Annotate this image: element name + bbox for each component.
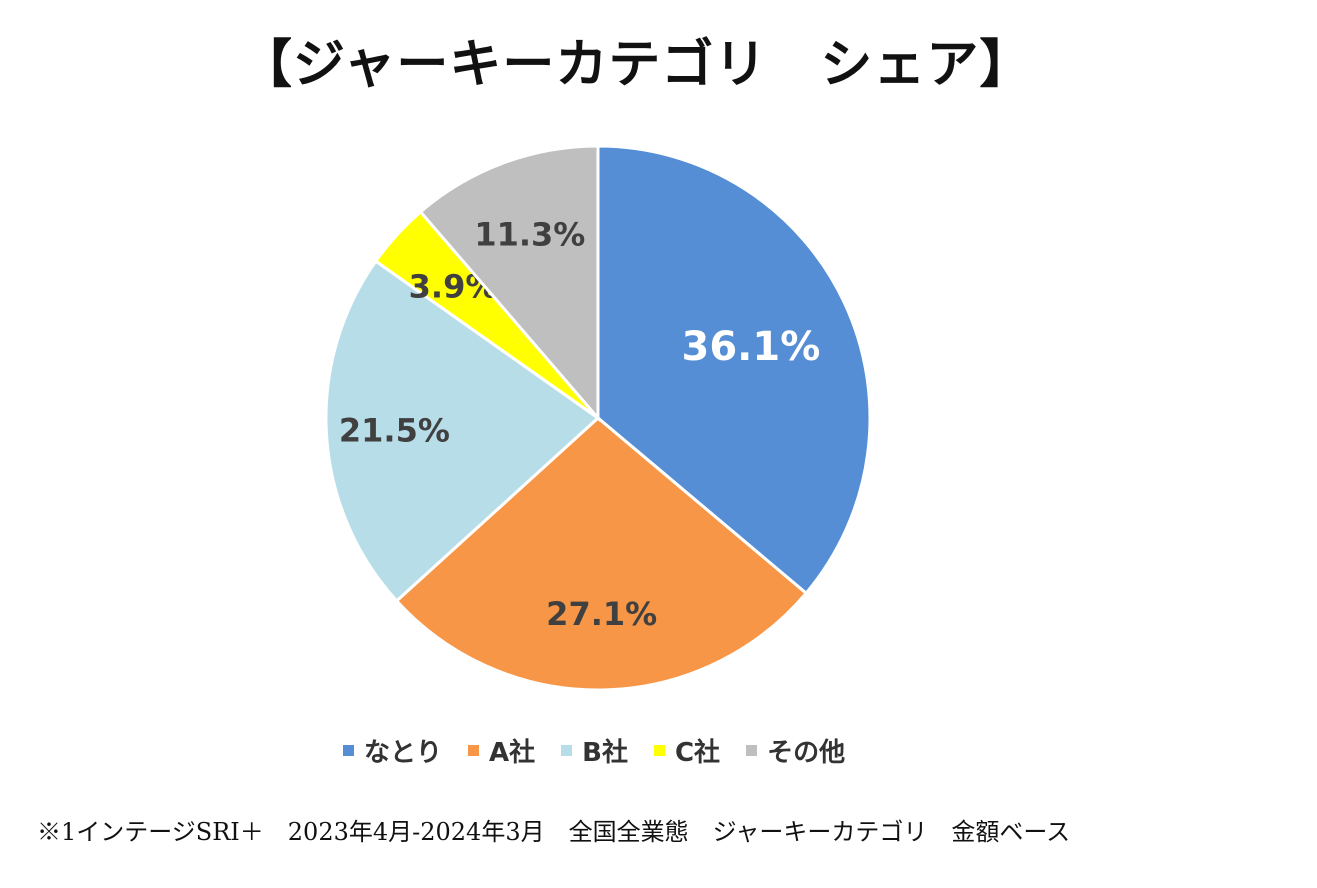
legend-label: A社: [489, 738, 536, 768]
legend-label: なとり: [364, 738, 443, 768]
legend-swatch: [653, 745, 665, 756]
source-footnote: ※1インテージSRI＋ 2023年4月-2024年3月 全国全業態 ジャーキーカ…: [37, 818, 1071, 846]
legend-item-3: B社: [561, 732, 628, 769]
legend-label: その他: [767, 738, 846, 768]
data-label-5: 11.3%: [474, 215, 585, 253]
legend-label: C社: [674, 738, 721, 768]
data-label-2: 27.1%: [546, 595, 657, 633]
legend-swatch: [746, 745, 758, 756]
legend-item-4: C社: [653, 732, 721, 769]
legend: なとり A社 B社 C社 その他: [343, 732, 871, 769]
legend-item-2: A社: [468, 732, 535, 769]
data-label-1: 36.1%: [682, 324, 821, 370]
legend-swatch: [561, 745, 573, 756]
legend-swatch: [468, 745, 480, 756]
legend-label: B社: [582, 738, 628, 768]
pie-slice-2: [394, 416, 809, 692]
pie-slice-1: [596, 144, 872, 596]
pie-slice-5: [418, 144, 600, 423]
legend-item-1: なとり: [343, 732, 442, 769]
pie-slice-3: [324, 259, 601, 604]
legend-item-5: その他: [746, 732, 845, 769]
chart-title: 【ジャーキーカテゴリ シェア】: [240, 35, 1033, 95]
data-label-3: 21.5%: [339, 412, 450, 450]
legend-swatch: [343, 745, 354, 756]
